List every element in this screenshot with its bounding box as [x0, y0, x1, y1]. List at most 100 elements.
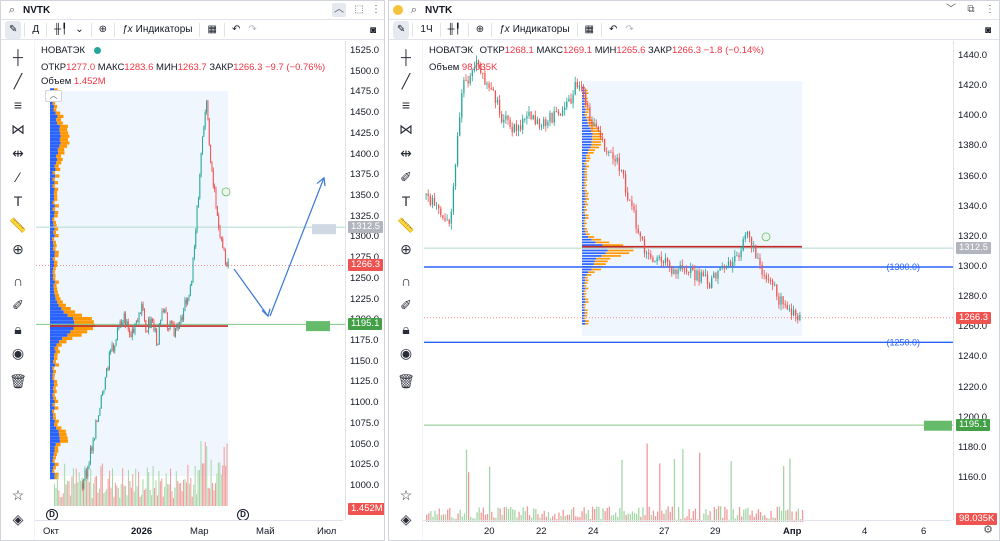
ruler-icon[interactable]: 📏 [9, 217, 27, 233]
crosshair-icon[interactable]: ┼ [13, 49, 23, 65]
sync-dot-icon[interactable] [393, 5, 403, 15]
volume-bar [661, 510, 663, 522]
redo-icon[interactable]: ↷ [248, 24, 257, 35]
instrument-name: НОВАТЭК [41, 45, 86, 56]
profile-bar-up [50, 287, 54, 291]
candle-body [131, 328, 133, 338]
candles-icon[interactable]: ╫╿ [54, 24, 68, 35]
pattern-icon[interactable]: ⋈ [399, 121, 413, 137]
undo-icon[interactable]: ↶ [231, 24, 241, 35]
candle-body [528, 111, 530, 116]
dividend-marker[interactable]: D [237, 509, 249, 521]
undo-icon[interactable]: ↶ [609, 24, 618, 35]
camera-icon[interactable]: ◙ [984, 24, 991, 36]
time-tick: 24 [588, 526, 599, 537]
star-icon[interactable]: ☆ [399, 487, 413, 503]
layout-icon[interactable]: ▦ [584, 24, 594, 35]
profile-bar-up [50, 104, 54, 109]
price-tick: 1175.0 [350, 335, 379, 346]
price-chart-right[interactable]: (1300.0) (1250.0) [424, 41, 953, 522]
chart-pane-left[interactable]: ⌕ NVTK ︿ ⬚ ⋮ ✎ Д ╫╿ ⌄ ⊕ ƒx Индикаторы ▦ ↶… [0, 0, 385, 541]
settings-gear-icon[interactable]: ⚙ [983, 524, 993, 536]
search-icon[interactable]: ⌕ [410, 3, 418, 16]
eye-icon[interactable]: ◉ [11, 345, 25, 361]
pencil-icon[interactable]: ✎ [5, 20, 22, 39]
volume-bar [72, 468, 74, 506]
candle-body [223, 248, 225, 251]
camera-icon[interactable]: ◙ [369, 24, 376, 36]
time-axis-right[interactable]: 20 22 24 27 29 Апр 4 6 [423, 520, 951, 540]
fib-icon[interactable]: ≡ [401, 97, 411, 113]
volume-bar [161, 478, 163, 506]
trash-icon[interactable]: 🗑︎ [9, 373, 27, 389]
brush-icon[interactable]: ✐ [400, 169, 412, 185]
time-axis-left[interactable]: Окт 2026 Мар Май Июл [35, 520, 343, 540]
collapse-legend-button[interactable]: ︿ [45, 90, 62, 102]
interval-button[interactable]: Д [32, 24, 40, 35]
price-axis-right[interactable]: 1440.0 1420.0 1400.0 1380.0 1360.0 1340.0 1320… [953, 41, 999, 525]
trash-icon[interactable]: 🗑︎ [397, 373, 415, 389]
volume-bar [505, 506, 508, 522]
crosshair-icon[interactable]: ┼ [401, 49, 411, 65]
candle-body [189, 285, 191, 296]
candle-body [475, 60, 478, 68]
maximize-icon[interactable]: ⬚ [354, 4, 364, 15]
profile-bar-down [55, 167, 61, 172]
indicators-button[interactable]: ƒx Индикаторы [495, 21, 573, 39]
eye-icon[interactable]: ◉ [399, 345, 413, 361]
indicators-button[interactable]: ƒx Индикаторы [118, 21, 196, 39]
star-icon[interactable]: ☆ [11, 487, 25, 503]
volume-bar [720, 506, 722, 522]
last-price-badge: 1266.3 [348, 259, 384, 272]
redo-icon[interactable]: ↷ [625, 24, 634, 35]
zoom-icon[interactable]: ⊕ [12, 241, 24, 257]
profile-bar-up [50, 469, 53, 473]
chevron-up-icon[interactable]: ︿ [332, 3, 346, 17]
brush-icon[interactable]: ⁄ [16, 169, 20, 185]
prediction-icon[interactable]: ⇹ [12, 145, 24, 161]
prediction-icon[interactable]: ⇹ [400, 145, 412, 161]
interval-button[interactable]: 1Ч [420, 24, 433, 35]
trend-line-icon[interactable]: ╱ [401, 73, 411, 89]
candle-body [116, 328, 118, 341]
trend-line-icon[interactable]: ╱ [13, 73, 23, 89]
layers-icon[interactable]: ◈ [12, 511, 24, 527]
profile-bar-down [584, 189, 588, 192]
chevron-down-icon[interactable]: ⌄ [75, 24, 84, 35]
add-compare-icon[interactable]: ⊕ [475, 24, 485, 35]
symbol-name[interactable]: NVTK [23, 4, 51, 16]
stay-drawing-icon[interactable]: ✐ [400, 297, 412, 313]
candle-body [685, 269, 688, 272]
candle-body [786, 304, 788, 310]
magnet-icon[interactable]: ∩ [12, 273, 24, 289]
candles-icon[interactable]: ╫╿ [447, 24, 461, 35]
text-icon[interactable]: T [13, 193, 23, 209]
add-compare-icon[interactable]: ⊕ [98, 24, 108, 35]
lock-icon[interactable]: 🔒︎ [402, 321, 410, 337]
candle-body [480, 63, 482, 73]
layers-icon[interactable]: ◈ [400, 511, 412, 527]
more-icon[interactable]: ⋮ [985, 4, 995, 15]
price-chart-left[interactable] [36, 41, 345, 522]
volume-bar [193, 484, 195, 506]
ruler-icon[interactable]: 📏 [397, 217, 415, 233]
zoom-icon[interactable]: ⊕ [400, 241, 412, 257]
stay-drawing-icon[interactable]: ✐ [12, 297, 24, 313]
chart-pane-right[interactable]: ⌕ NVTK ﹀ ⧉ ⋮ ✎ 1Ч ╫╿ ⊕ ƒx Индикаторы ▦ ↶ … [388, 0, 1000, 541]
magnet-icon[interactable]: ∩ [400, 273, 412, 289]
volume-bar [726, 509, 728, 522]
more-icon[interactable]: ⋮ [371, 4, 381, 15]
search-icon[interactable]: ⌕ [8, 3, 16, 16]
fib-icon[interactable]: ≡ [13, 97, 23, 113]
restore-icon[interactable]: ⧉ [967, 4, 975, 15]
lock-icon[interactable]: 🔒︎ [14, 321, 22, 337]
chevron-down-icon[interactable]: ﹀ [946, 4, 956, 15]
candle-body [683, 268, 686, 270]
pencil-icon[interactable]: ✎ [393, 20, 410, 39]
layout-icon[interactable]: ▦ [207, 24, 217, 35]
price-axis-left[interactable]: 1525.0 1500.0 1475.0 1450.0 1425.0 1400.0 1375… [345, 41, 384, 520]
profile-bar-down [584, 314, 588, 317]
pattern-icon[interactable]: ⋈ [11, 121, 25, 137]
text-icon[interactable]: T [401, 193, 411, 209]
symbol-name[interactable]: NVTK [425, 4, 453, 16]
